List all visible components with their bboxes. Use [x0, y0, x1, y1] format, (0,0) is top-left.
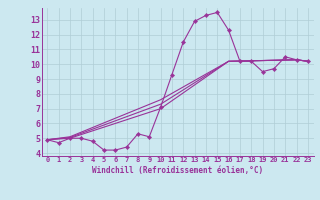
X-axis label: Windchill (Refroidissement éolien,°C): Windchill (Refroidissement éolien,°C) [92, 166, 263, 175]
